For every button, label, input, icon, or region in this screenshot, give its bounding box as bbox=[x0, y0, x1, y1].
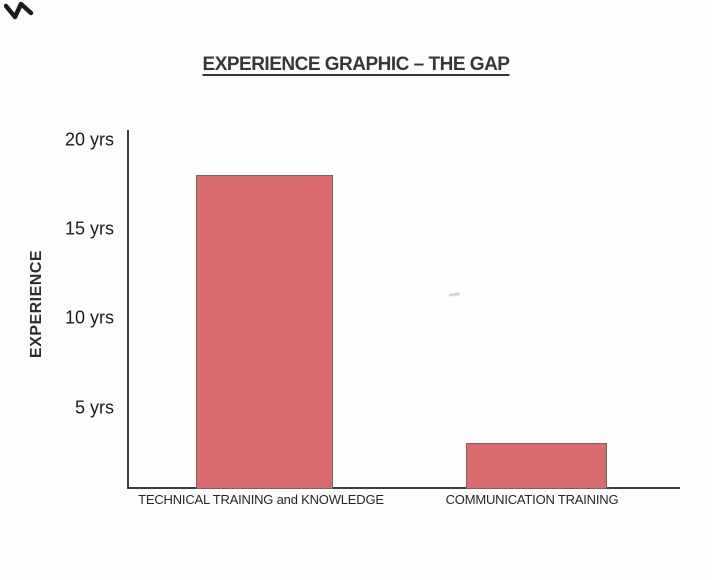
y-tick-label-5yrs: 5 yrs bbox=[74, 397, 114, 418]
scan-artifact-smudge bbox=[448, 292, 461, 297]
y-tick-label-15yrs: 15 yrs bbox=[64, 218, 114, 239]
bar-communication-training bbox=[466, 443, 607, 489]
scan-artifact-pen-mark bbox=[4, 1, 34, 20]
category-label-communication-training: COMMUNICATION TRAINING bbox=[445, 492, 619, 507]
x-axis-line bbox=[127, 487, 680, 489]
bar-technical-training-and-knowledge bbox=[196, 175, 333, 489]
y-axis-title: EXPERIENCE bbox=[28, 249, 45, 359]
y-axis-line bbox=[127, 130, 129, 489]
chart-title: EXPERIENCE GRAPHIC – THE GAP bbox=[202, 54, 510, 75]
y-tick-label-20yrs: 20 yrs bbox=[64, 129, 114, 150]
y-tick-label-10yrs: 10 yrs bbox=[64, 307, 114, 328]
category-label-technical-training: TECHNICAL TRAINING and KNOWLEDGE bbox=[138, 492, 384, 507]
